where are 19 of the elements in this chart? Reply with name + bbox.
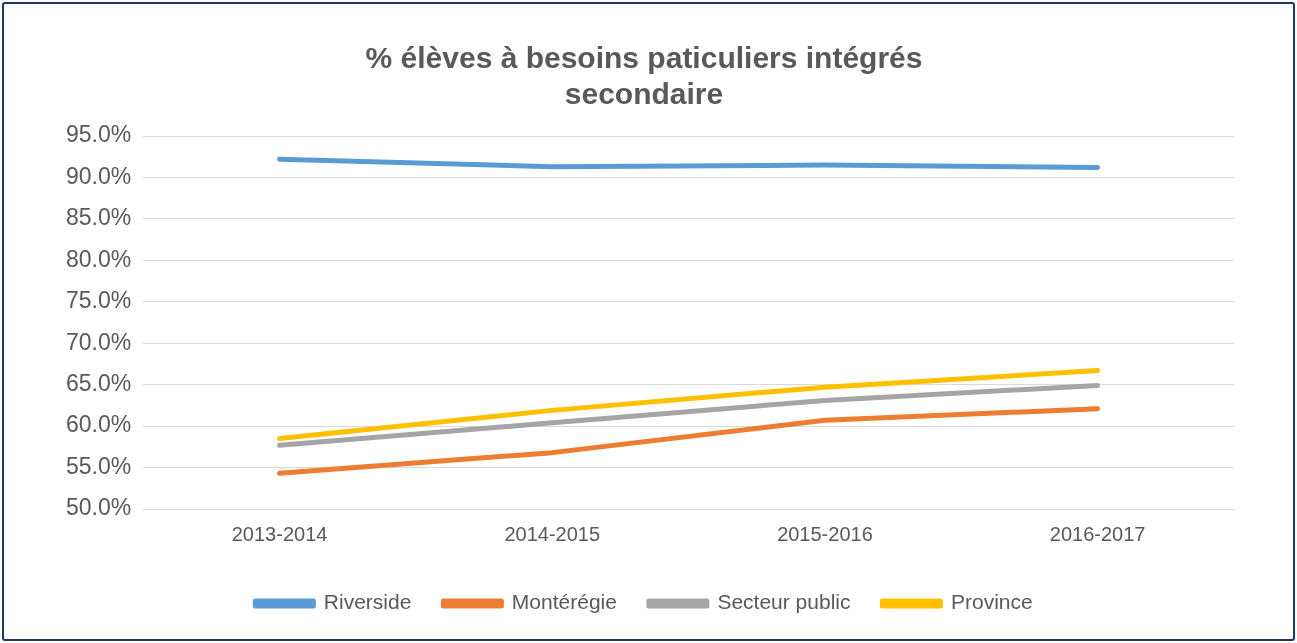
y-tick-label: 75.0% xyxy=(66,287,132,314)
y-tick-label: 55.0% xyxy=(66,452,132,479)
legend-label: Secteur public xyxy=(717,590,851,614)
x-tick-label: 2016-2017 xyxy=(1049,522,1146,545)
y-tick-label: 65.0% xyxy=(66,370,132,397)
legend-label: Riverside xyxy=(323,590,412,614)
chart-title: % élèves à besoins paticuliers intégrés secondaire xyxy=(365,41,923,111)
legend-label: Province xyxy=(950,590,1033,614)
x-tick-label: 2013-2014 xyxy=(231,522,328,545)
x-tick-label: 2014-2015 xyxy=(504,522,601,545)
y-tick-label: 85.0% xyxy=(66,204,132,231)
y-tick-label: 70.0% xyxy=(66,328,132,355)
legend-label: Montérégie xyxy=(511,590,617,614)
y-tick-label: 95.0% xyxy=(66,121,132,148)
y-tick-label: 60.0% xyxy=(66,411,132,438)
x-tick-label: 2015-2016 xyxy=(777,522,873,545)
y-tick-label: 50.0% xyxy=(66,494,132,521)
y-tick-label: 80.0% xyxy=(66,245,132,272)
y-tick-label: 90.0% xyxy=(66,162,132,189)
